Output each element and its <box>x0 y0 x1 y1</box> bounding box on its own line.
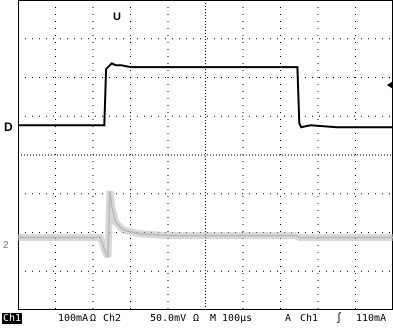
ch1-coupling: Ω <box>90 313 97 324</box>
timebase: M 100µs <box>210 313 253 324</box>
ch2-trace <box>18 190 393 258</box>
ch1-ground-marker: D <box>4 120 13 134</box>
ch1-label: Ch1 <box>2 313 23 324</box>
ch1-trace <box>18 62 393 129</box>
channel-markers: U D 2 <box>3 11 393 251</box>
traces <box>18 62 393 259</box>
graticule <box>18 0 393 310</box>
ch2-scale: 50.0mV <box>150 313 187 324</box>
ch2-label: Ch2 <box>103 313 122 324</box>
trigger-level-marker <box>387 81 393 89</box>
ch1-scale: 100mA <box>58 313 89 324</box>
trigger-position-marker: U <box>113 11 121 23</box>
trigger-level: 110mA <box>356 313 387 324</box>
trigger-source: Ch1 <box>300 313 319 324</box>
status-bar: Ch1 100mA Ω Ch2 50.0mV Ω M 100µs A Ch1 ∫… <box>0 310 393 328</box>
trigger-mode: A <box>285 313 292 324</box>
trigger-slope: ∫ <box>336 313 343 324</box>
ch2-coupling: Ω <box>193 313 200 324</box>
ch2-ground-marker: 2 <box>3 240 9 251</box>
